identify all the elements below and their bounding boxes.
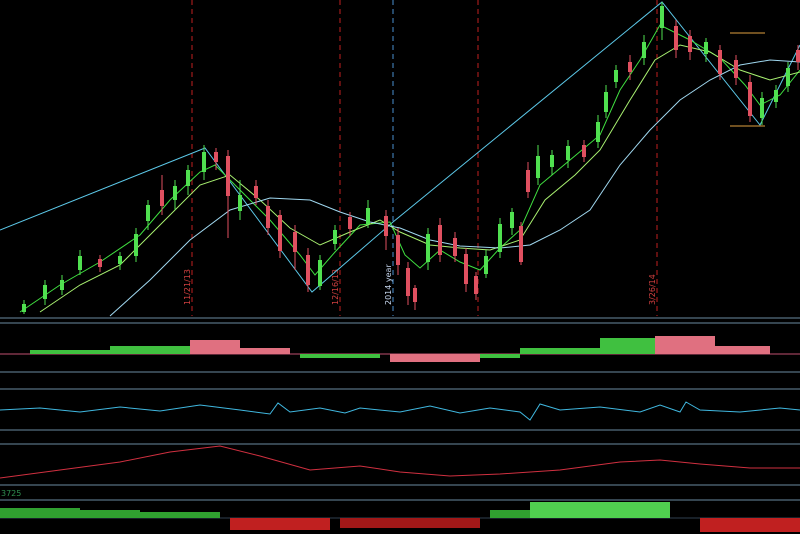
trend-line <box>0 1 800 293</box>
date-label: 11/21/13 <box>183 269 192 305</box>
year-label: 2014 year <box>384 264 393 305</box>
ma-slow <box>109 59 800 317</box>
candles <box>22 2 800 314</box>
period-markers <box>191 0 658 316</box>
date-label: 12/16/13 <box>331 269 340 305</box>
volume-histogram <box>0 502 800 532</box>
date-label: 3/26/14 <box>648 274 657 305</box>
panel-value: 3725 <box>1 489 21 498</box>
macd-histogram <box>30 336 770 362</box>
indicator-line <box>0 445 800 479</box>
oscillator-line <box>0 401 800 421</box>
panel-borders <box>0 317 800 501</box>
